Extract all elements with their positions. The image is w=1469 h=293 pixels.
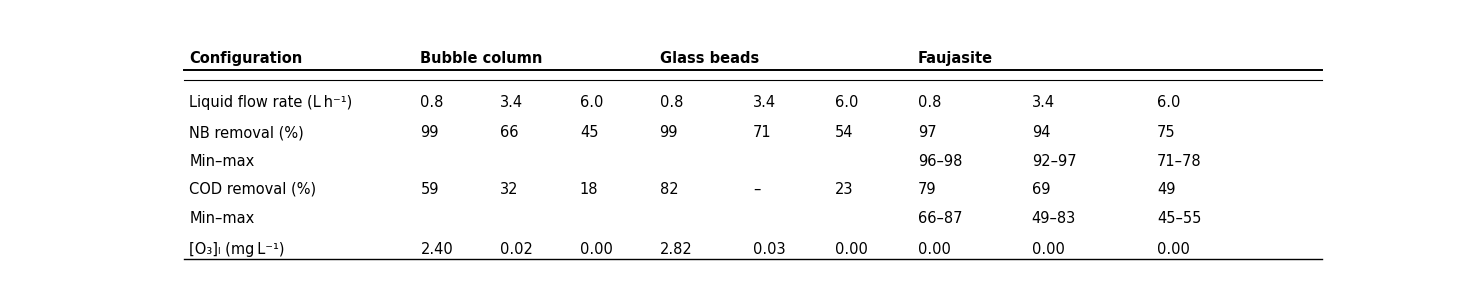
Text: 3.4: 3.4 xyxy=(754,95,776,110)
Text: 49: 49 xyxy=(1158,182,1175,197)
Text: 0.8: 0.8 xyxy=(420,95,444,110)
Text: Glass beads: Glass beads xyxy=(660,51,759,66)
Text: Faujasite: Faujasite xyxy=(918,51,993,66)
Text: [O₃]ₗ (mg L⁻¹): [O₃]ₗ (mg L⁻¹) xyxy=(190,242,285,257)
Text: Configuration: Configuration xyxy=(190,51,303,66)
Text: 18: 18 xyxy=(580,182,598,197)
Text: 0.02: 0.02 xyxy=(499,242,533,257)
Text: 0.00: 0.00 xyxy=(1031,242,1065,257)
Text: 45–55: 45–55 xyxy=(1158,211,1202,226)
Text: Min–max: Min–max xyxy=(190,154,254,168)
Text: 0.03: 0.03 xyxy=(754,242,786,257)
Text: 71: 71 xyxy=(754,125,771,140)
Text: 45: 45 xyxy=(580,125,598,140)
Text: 49–83: 49–83 xyxy=(1031,211,1075,226)
Text: 0.8: 0.8 xyxy=(660,95,683,110)
Text: 0.00: 0.00 xyxy=(834,242,868,257)
Text: 0.00: 0.00 xyxy=(580,242,613,257)
Text: 0.00: 0.00 xyxy=(1158,242,1190,257)
Text: 6.0: 6.0 xyxy=(580,95,604,110)
Text: Bubble column: Bubble column xyxy=(420,51,544,66)
Text: 96–98: 96–98 xyxy=(918,154,962,168)
Text: Min–max: Min–max xyxy=(190,211,254,226)
Text: 66–87: 66–87 xyxy=(918,211,962,226)
Text: 54: 54 xyxy=(834,125,853,140)
Text: 2.82: 2.82 xyxy=(660,242,692,257)
Text: 99: 99 xyxy=(420,125,439,140)
Text: 59: 59 xyxy=(420,182,439,197)
Text: 75: 75 xyxy=(1158,125,1175,140)
Text: 69: 69 xyxy=(1031,182,1050,197)
Text: 66: 66 xyxy=(499,125,519,140)
Text: 0.00: 0.00 xyxy=(918,242,950,257)
Text: 82: 82 xyxy=(660,182,679,197)
Text: 23: 23 xyxy=(834,182,853,197)
Text: 3.4: 3.4 xyxy=(499,95,523,110)
Text: COD removal (%): COD removal (%) xyxy=(190,182,316,197)
Text: 2.40: 2.40 xyxy=(420,242,452,257)
Text: 0.8: 0.8 xyxy=(918,95,942,110)
Text: 71–78: 71–78 xyxy=(1158,154,1202,168)
Text: 3.4: 3.4 xyxy=(1031,95,1055,110)
Text: 6.0: 6.0 xyxy=(834,95,858,110)
Text: 99: 99 xyxy=(660,125,679,140)
Text: Liquid flow rate (L h⁻¹): Liquid flow rate (L h⁻¹) xyxy=(190,95,353,110)
Text: 6.0: 6.0 xyxy=(1158,95,1181,110)
Text: –: – xyxy=(754,182,761,197)
Text: 32: 32 xyxy=(499,182,519,197)
Text: NB removal (%): NB removal (%) xyxy=(190,125,304,140)
Text: 94: 94 xyxy=(1031,125,1050,140)
Text: 92–97: 92–97 xyxy=(1031,154,1077,168)
Text: 79: 79 xyxy=(918,182,937,197)
Text: 97: 97 xyxy=(918,125,937,140)
